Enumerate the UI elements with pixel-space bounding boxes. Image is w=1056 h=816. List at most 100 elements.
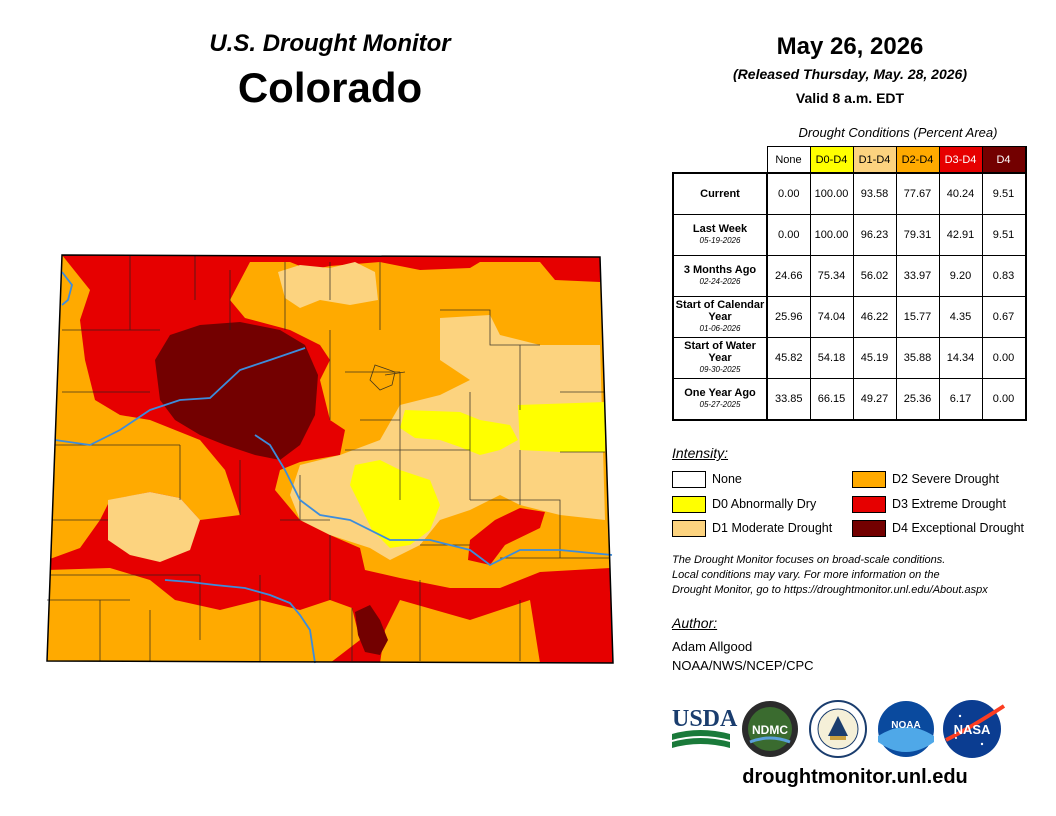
table-row: Start of Water Year 09-30-2025 45.82 54.1…: [672, 337, 1027, 379]
legend-label: D1 Moderate Drought: [712, 521, 833, 535]
cell-value: 42.91: [938, 214, 983, 256]
legend-item-d4: D4 Exceptional Drought: [852, 520, 1024, 538]
legend-label: None: [712, 472, 742, 486]
cell-value: 54.18: [809, 337, 854, 379]
cell-value: 9.51: [981, 172, 1027, 215]
legend-label: D3 Extreme Drought: [892, 497, 1006, 511]
header-d1-d4: D1-D4: [852, 146, 897, 174]
table-caption: Drought Conditions (Percent Area): [798, 125, 998, 140]
row-date: 05-27-2025: [699, 400, 741, 409]
cell-value: 46.22: [852, 296, 897, 338]
usda-logo-text: USDA: [672, 706, 738, 732]
legend-swatch: [852, 471, 886, 489]
cell-value: 79.31: [895, 214, 940, 256]
cell-value: 66.15: [809, 378, 854, 421]
d0-region-south: [350, 460, 440, 548]
cell-value: 96.23: [852, 214, 897, 256]
row-label-text: 3 Months Ago: [683, 264, 757, 276]
legend-item-d1: D1 Moderate Drought: [672, 520, 833, 538]
ndmc-logo: NDMC: [742, 701, 798, 757]
row-label-text: Start of Calendar Year: [675, 299, 765, 323]
table-row: 3 Months Ago 02-24-2026 24.66 75.34 56.02…: [672, 255, 1027, 297]
disclaimer-note: The Drought Monitor focuses on broad-sca…: [672, 553, 1044, 598]
cell-value: 6.17: [938, 378, 983, 421]
cell-value: 9.20: [938, 255, 983, 297]
d0-region-east: [518, 402, 605, 452]
d4-region-northwest: [155, 322, 318, 460]
legend-item-d3: D3 Extreme Drought: [852, 496, 1006, 514]
author-block: Adam Allgood NOAA/NWS/NCEP/CPC: [672, 637, 814, 675]
row-label: Last Week 05-19-2026: [672, 214, 768, 256]
header-d0-d4: D0-D4: [809, 146, 854, 174]
usda-logo: USDA: [672, 706, 738, 748]
row-date: 02-24-2026: [699, 277, 741, 286]
cell-value: 33.85: [766, 378, 811, 421]
cell-value: 49.27: [852, 378, 897, 421]
legend-item-none: None: [672, 471, 742, 489]
nasa-logo: NASA: [943, 700, 1006, 758]
row-label-text: Current: [700, 188, 740, 200]
row-date: 09-30-2025: [699, 365, 741, 374]
legend-swatch: [852, 496, 886, 514]
cell-value: 56.02: [852, 255, 897, 297]
d1-region-north: [278, 262, 378, 308]
cell-value: 40.24: [938, 172, 983, 215]
row-label: Start of Water Year 09-30-2025: [672, 337, 768, 379]
cell-value: 0.00: [981, 337, 1027, 379]
cell-value: 45.19: [852, 337, 897, 379]
row-label-text: Start of Water Year: [684, 340, 756, 364]
row-date: 05-19-2026: [699, 236, 741, 245]
note-line: The Drought Monitor focuses on broad-sca…: [672, 554, 946, 566]
table-header-row: None D0-D4 D1-D4 D2-D4 D3-D4 D4: [673, 146, 1027, 174]
row-label: Current: [672, 172, 768, 215]
d1-region-southwest: [108, 492, 200, 562]
cell-value: 15.77: [895, 296, 940, 338]
cell-value: 0.00: [766, 172, 811, 215]
d2-region-south: [47, 568, 360, 663]
cell-value: 77.67: [895, 172, 940, 215]
colorado-drought-map: [46, 254, 614, 664]
legend-swatch: [672, 471, 706, 489]
table-row: Current 0.00 100.00 93.58 77.67 40.24 9.…: [672, 172, 1027, 215]
release-date: (Released Thursday, May. 28, 2026): [733, 66, 967, 82]
cell-value: 9.51: [981, 214, 1027, 256]
d3-region-southeast: [468, 508, 545, 565]
website-url[interactable]: droughtmonitor.unl.edu: [742, 766, 968, 788]
row-label: One Year Ago 05-27-2025: [672, 378, 768, 421]
d0-region-central: [400, 410, 518, 455]
header-d2-d4: D2-D4: [895, 146, 940, 174]
author-name: Adam Allgood: [672, 639, 753, 654]
d4-region-south: [355, 605, 388, 655]
header-blank: [673, 146, 767, 174]
legend-swatch: [672, 496, 706, 514]
cell-value: 0.67: [981, 296, 1027, 338]
cell-value: 100.00: [809, 172, 854, 215]
cell-value: 93.58: [852, 172, 897, 215]
table-row: Last Week 05-19-2026 0.00 100.00 96.23 79…: [672, 214, 1027, 256]
cell-value: 0.83: [981, 255, 1027, 297]
note-line: Local conditions may vary. For more info…: [672, 569, 940, 581]
cell-value: 0.00: [766, 214, 811, 256]
row-label-text: Last Week: [692, 223, 748, 235]
cell-value: 45.82: [766, 337, 811, 379]
ndmc-logo-text: NDMC: [752, 723, 788, 737]
cell-value: 35.88: [895, 337, 940, 379]
header-d4: D4: [981, 146, 1027, 174]
row-label-text: One Year Ago: [684, 387, 756, 399]
map-date: May 26, 2026: [776, 33, 924, 60]
cell-value: 0.00: [981, 378, 1027, 421]
row-label: 3 Months Ago 02-24-2026: [672, 255, 768, 297]
note-line: Drought Monitor, go to https://droughtmo…: [672, 584, 988, 596]
cell-value: 25.36: [895, 378, 940, 421]
legend-item-d2: D2 Severe Drought: [852, 471, 1000, 489]
author-heading: Author:: [672, 615, 718, 631]
commerce-seal-logo: [809, 700, 867, 758]
drought-conditions-table: None D0-D4 D1-D4 D2-D4 D3-D4 D4 Current …: [672, 146, 1027, 421]
legend-label: D2 Severe Drought: [892, 472, 1000, 486]
legend-label: D0 Abnormally Dry: [712, 497, 817, 511]
cell-value: 100.00: [809, 214, 854, 256]
cell-value: 14.34: [938, 337, 983, 379]
table-row: One Year Ago 05-27-2025 33.85 66.15 49.27…: [672, 378, 1027, 421]
legend-swatch: [672, 520, 706, 538]
legend-item-d0: D0 Abnormally Dry: [672, 496, 817, 514]
